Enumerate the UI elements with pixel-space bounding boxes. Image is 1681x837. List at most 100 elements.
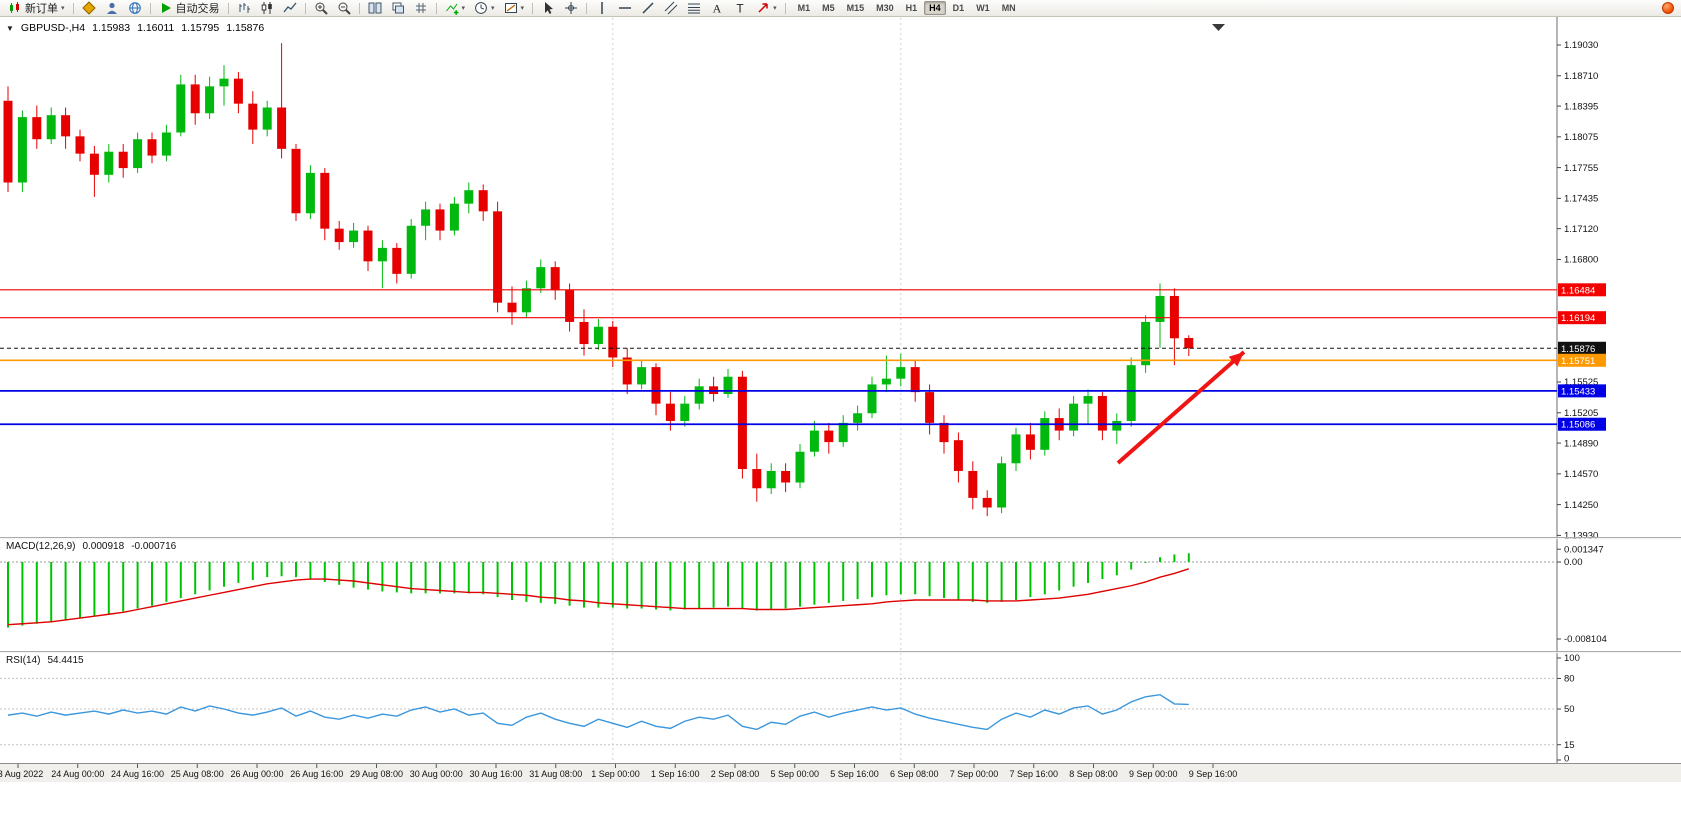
rsi-value: 54.4415 xyxy=(47,655,84,666)
vertical-line-button[interactable] xyxy=(591,1,613,16)
trend-arrow-head xyxy=(1228,352,1244,367)
chart-shift-marker[interactable] xyxy=(1212,24,1225,31)
favorites-button[interactable] xyxy=(78,1,100,16)
macd-signal-value: -0.000716 xyxy=(131,541,177,552)
macd-name: MACD(12,26,9) xyxy=(6,541,76,552)
price-axis-label: 1.19030 xyxy=(1564,40,1598,51)
timeframe-d1[interactable]: D1 xyxy=(952,3,965,13)
rsi-line xyxy=(7,693,1189,731)
support-price-badge-label: 1.15086 xyxy=(1561,420,1595,431)
line-chart-button[interactable] xyxy=(279,1,301,16)
price-axis-label: 1.15205 xyxy=(1564,408,1598,419)
trend-arrow-annotation[interactable] xyxy=(1116,350,1246,465)
toolbar-separator xyxy=(304,2,306,14)
time-axis-label: 25 Aug 08:00 xyxy=(171,769,224,779)
grid-button[interactable] xyxy=(410,1,432,16)
horizontal-line-button[interactable] xyxy=(614,1,636,16)
text-label-button[interactable]: T xyxy=(729,1,751,16)
time-axis-label: 8 Sep 08:00 xyxy=(1069,769,1118,779)
price-axis-label: 1.18395 xyxy=(1564,101,1598,112)
candle-chart-button[interactable] xyxy=(256,1,278,16)
new-order-button[interactable]: 新订单 ▾ xyxy=(4,1,69,16)
macd-axis-label: 0.001347 xyxy=(1564,544,1604,555)
time-axis-label: 5 Sep 00:00 xyxy=(770,769,819,779)
vertical-line-icon xyxy=(595,1,609,15)
tile-windows-icon xyxy=(368,1,382,15)
resistance-price-badge-label: 1.16194 xyxy=(1561,313,1595,324)
timeframe-w1[interactable]: W1 xyxy=(976,3,990,13)
price-axis-label: 1.17120 xyxy=(1564,224,1598,235)
timeframe-m15[interactable]: M15 xyxy=(846,3,865,13)
cursor-icon xyxy=(541,1,555,15)
timeframe-m5[interactable]: M5 xyxy=(822,3,835,13)
macd-histogram xyxy=(7,553,1190,628)
toolbar-separator xyxy=(227,2,229,14)
svg-text:A: A xyxy=(713,2,722,16)
timeframe-toolbar: M1 M5 M15 M30 H1 H4 D1 W1 MN xyxy=(793,1,1021,15)
notification-badge[interactable] xyxy=(1662,2,1674,14)
rsi-name: RSI(14) xyxy=(6,655,41,666)
auto-trading-button[interactable]: 自动交易 xyxy=(155,1,224,16)
price-axis-label: 1.18075 xyxy=(1564,132,1598,143)
time-axis-label: 2 Sep 08:00 xyxy=(711,769,760,779)
dropdown-caret-icon: ▾ xyxy=(461,4,466,12)
market-watch-button[interactable] xyxy=(101,1,123,16)
time-axis-label: 24 Aug 00:00 xyxy=(51,769,104,779)
rsi-axis-label: 80 xyxy=(1564,674,1575,685)
low-value: 1.15795 xyxy=(181,22,220,34)
community-button[interactable] xyxy=(124,1,146,16)
main-toolbar: 新订单 ▾ 自动交易 ▾ ▾ ▾ A T ▾ M1 M5 M15 M30 H1 H4 D1 W1 MN xyxy=(0,0,1681,17)
timeframe-m1[interactable]: M1 xyxy=(797,3,811,13)
macd-axis-label: -0.008104 xyxy=(1564,634,1607,645)
close-value: 1.15876 xyxy=(226,22,265,34)
pivot-price-badge xyxy=(1558,353,1606,367)
resistance-price-badge-label: 1.16484 xyxy=(1561,285,1595,296)
text-label-icon: T xyxy=(733,1,747,16)
periods-button[interactable]: ▾ xyxy=(470,1,499,16)
market-watch-icon xyxy=(105,1,119,15)
fibonacci-button[interactable] xyxy=(683,1,705,16)
cursor-button[interactable] xyxy=(537,1,559,16)
price-axis-label: 1.14250 xyxy=(1564,500,1598,511)
templates-button[interactable]: ▾ xyxy=(500,1,529,16)
favorites-icon xyxy=(81,1,96,15)
price-axis-label: 1.14890 xyxy=(1564,438,1598,449)
toolbar-separator xyxy=(358,2,360,14)
cascade-windows-icon xyxy=(391,1,405,15)
resistance-price-badge xyxy=(1558,283,1606,297)
time-axis-label: 9 Sep 16:00 xyxy=(1189,769,1238,779)
timeframe-m30[interactable]: M30 xyxy=(876,3,894,13)
crosshair-icon xyxy=(564,1,578,15)
text-icon: A xyxy=(710,1,724,16)
channel-button[interactable] xyxy=(660,1,682,16)
cascade-windows-button[interactable] xyxy=(387,1,409,16)
timeframe-mn[interactable]: MN xyxy=(1001,3,1016,13)
price-axis-label: 1.17435 xyxy=(1564,194,1598,205)
time-axis-label: 26 Aug 16:00 xyxy=(290,769,343,779)
zoom-in-icon xyxy=(314,1,328,15)
timeframe-h1[interactable]: H1 xyxy=(905,3,918,13)
time-axis-label: 30 Aug 00:00 xyxy=(410,769,463,779)
auto-trading-label: 自动交易 xyxy=(175,3,220,15)
arrows-button[interactable]: ▾ xyxy=(752,1,781,16)
macd-signal-line xyxy=(7,568,1190,626)
text-button[interactable]: A xyxy=(706,1,728,16)
price-axis-label: 1.18710 xyxy=(1564,71,1598,82)
crosshair-button[interactable] xyxy=(560,1,582,16)
zoom-out-button[interactable] xyxy=(333,1,355,16)
bar-chart-button[interactable] xyxy=(233,1,255,16)
indicators-button[interactable]: ▾ xyxy=(441,1,470,16)
zoom-in-button[interactable] xyxy=(310,1,332,16)
tile-windows-button[interactable] xyxy=(364,1,386,16)
dropdown-caret-icon: ▾ xyxy=(520,4,525,12)
trendline-button[interactable] xyxy=(637,1,659,16)
timeframe-h4[interactable]: H4 xyxy=(924,1,946,15)
candlesticks xyxy=(3,43,1194,517)
line-chart-icon xyxy=(283,1,297,15)
grid-icon xyxy=(414,1,428,15)
chart-menu-caret-icon[interactable]: ▼ xyxy=(6,23,14,33)
resistance-price-badge xyxy=(1558,311,1606,325)
open-value: 1.15983 xyxy=(92,22,131,34)
bar-chart-icon xyxy=(237,1,251,15)
